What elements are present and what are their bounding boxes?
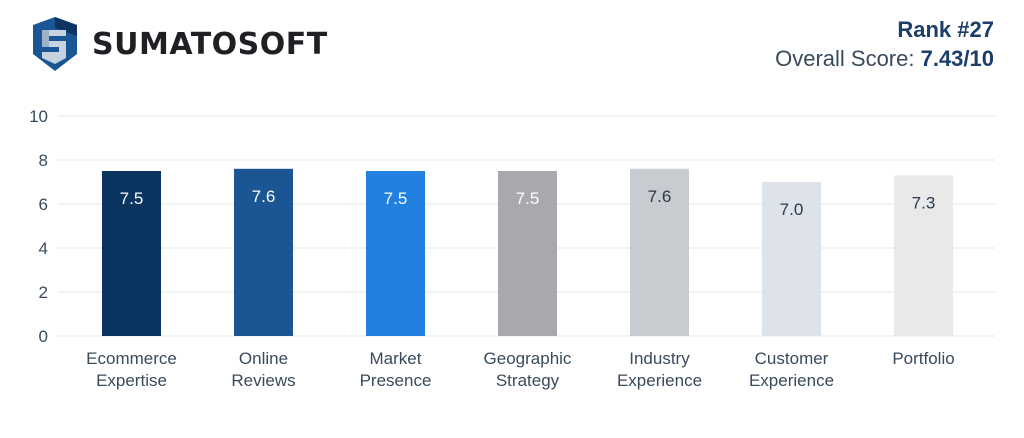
data-label: 7.5 [516,189,540,208]
bars [102,168,953,336]
overall-score-prefix: Overall Score: [775,46,921,71]
y-tick-label: 8 [39,151,48,170]
y-tick-label: 10 [29,107,48,126]
y-tick-label: 2 [39,283,48,302]
x-tick-label: Ecommerce [86,349,177,368]
brand-name: SUMATOSOFT [92,26,328,62]
y-tick-label: 6 [39,195,48,214]
bar [234,168,293,336]
y-tick-label: 4 [39,239,48,258]
data-label: 7.6 [252,187,276,206]
x-tick-label: Reviews [231,371,295,390]
bar [630,168,689,336]
bar [102,171,161,336]
shield-s-icon [33,17,77,71]
overall-score: Overall Score: 7.43/10 [775,44,994,74]
y-tick-label: 0 [39,327,48,346]
x-tick-label: Industry [629,349,690,368]
bar [366,171,425,336]
data-label: 7.6 [648,187,672,206]
data-label: 7.5 [384,189,408,208]
x-tick-label: Experience [617,371,702,390]
x-tick-label: Online [239,349,288,368]
x-tick-label: Customer [755,349,829,368]
bar [762,182,821,336]
y-axis-ticks: 0 2 4 6 8 10 [29,107,48,346]
bar [894,175,953,336]
data-labels: 7.5 7.6 7.5 7.5 7.6 7.0 7.3 [120,187,936,219]
x-axis-labels: Ecommerce Expertise Online Reviews Market Pre… [86,349,955,390]
brand-logo: SUMATOSOFT [32,14,328,74]
overall-score-value: 7.43/10 [920,46,994,71]
x-tick-label: Market [370,349,422,368]
x-tick-label: Experience [749,371,834,390]
score-summary: Rank #27 Overall Score: 7.43/10 [775,16,994,74]
x-tick-label: Geographic [484,349,572,368]
data-label: 7.0 [780,200,804,219]
x-tick-label: Strategy [496,371,560,390]
x-tick-label: Portfolio [892,349,954,368]
data-label: 7.5 [120,189,144,208]
x-tick-label: Expertise [96,371,167,390]
rank-label: Rank #27 [897,17,994,42]
data-label: 7.3 [912,193,936,212]
x-tick-label: Presence [360,371,432,390]
bar [498,171,557,336]
